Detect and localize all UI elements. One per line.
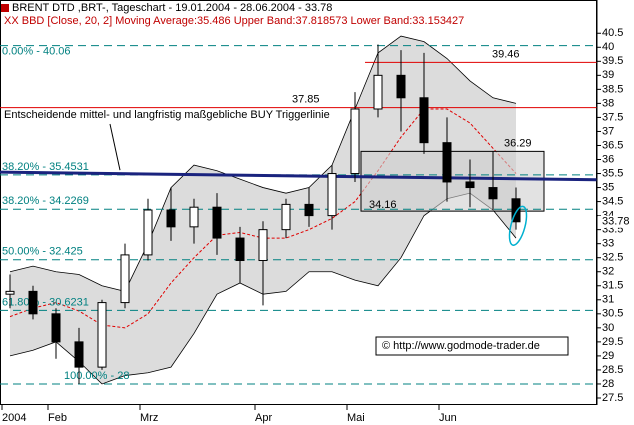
x-tick-label: 2004 [2,412,26,424]
y-tick-label: 35.5 [602,167,623,179]
y-tick-label: 40 [602,41,614,53]
fib-label: 61.80% - 30.6231 [2,296,89,308]
y-tick-label: 31.5 [602,280,623,292]
candle-body [5,290,15,295]
y-tick-label: 34.5 [602,195,623,207]
title-icon [1,4,9,12]
candle-body [465,181,475,189]
trigger-line [0,170,598,182]
fib-label: 38.20% - 34.2269 [2,195,89,207]
candle-body [166,209,176,228]
y-tick-label: 30 [602,322,614,334]
candle-body [235,237,245,262]
fib-label: 50.00% - 32.425 [2,246,83,258]
y-tick-label: 39 [602,69,614,81]
highlight-ellipse [508,205,528,246]
candle-body [143,209,153,256]
candle-body [97,302,107,368]
candle-body [442,142,452,183]
box-high-label: 36.29 [504,137,532,149]
candle-body [327,173,337,217]
y-tick-label: 37 [602,125,614,137]
fib-label: 38.20% - 35.4531 [2,161,89,173]
x-tick-label: Feb [48,412,67,424]
candle-body [51,313,61,343]
candle-body [396,74,406,99]
chart-subtitle: XX BBD [Close, 20, 2] Moving Average:35.… [4,15,464,27]
candle-body [511,198,521,223]
trigger-pointer [109,123,121,171]
band-line [9,35,517,292]
x-tick-label: Apr [255,412,272,424]
box-low-label: 34.16 [369,199,397,211]
candle-body [212,206,222,239]
fib-label: 0.00% - 40.06 [2,46,71,58]
trigger-label: Entscheidende mittel- und langfristig ma… [4,109,330,121]
last-price-tag [598,215,634,228]
candle-body [120,254,130,304]
y-tick-label: 33 [602,238,614,250]
y-tick-label: 27.5 [602,392,623,404]
y-tick-label: 40.5 [602,27,623,39]
y-tick-label: 36.5 [602,139,623,151]
candle-body [419,97,429,144]
y-tick-label: 32 [602,266,614,278]
candle-body [189,206,199,228]
candle-body [74,341,84,368]
y-tick-label: 39.5 [602,55,623,67]
last-price-label: 33.78 [602,216,630,228]
candle-body [488,187,498,200]
candle-body [304,203,314,217]
candle-body [281,203,291,231]
candle-body [258,229,268,262]
y-tick-label: 29.5 [602,336,623,348]
band-fill [10,36,516,384]
y-tick-label: 37.5 [602,111,623,123]
x-tick-label: Mai [347,412,365,424]
copyright: © http://www.godmode-trader.de [382,340,540,352]
x-tick-label: Jun [439,412,457,424]
y-tick-label: 28 [602,378,614,390]
y-tick-label: 28.5 [602,364,623,376]
candle-body [28,290,38,315]
y-tick-label: 31 [602,294,614,306]
resistance-label: 37.85 [292,94,320,106]
x-tick-label: Mrz [140,412,158,424]
resistance-label: 39.46 [492,48,520,60]
y-tick-label: 35 [602,181,614,193]
y-tick-label: 32.5 [602,252,623,264]
fib-label: 100.00% - 28 [64,370,129,382]
candle-body [373,74,383,110]
chart-title: BRENT DTD ,BRT-, Tageschart - 19.01.2004… [12,2,332,14]
copyright-box [375,336,569,356]
y-tick-label: 38.5 [602,83,623,95]
y-tick-label: 30.5 [602,308,623,320]
y-tick-label: 29 [602,350,614,362]
candle-body [350,108,360,175]
y-tick-label: 38 [602,97,614,109]
y-tick-label: 36 [602,153,614,165]
